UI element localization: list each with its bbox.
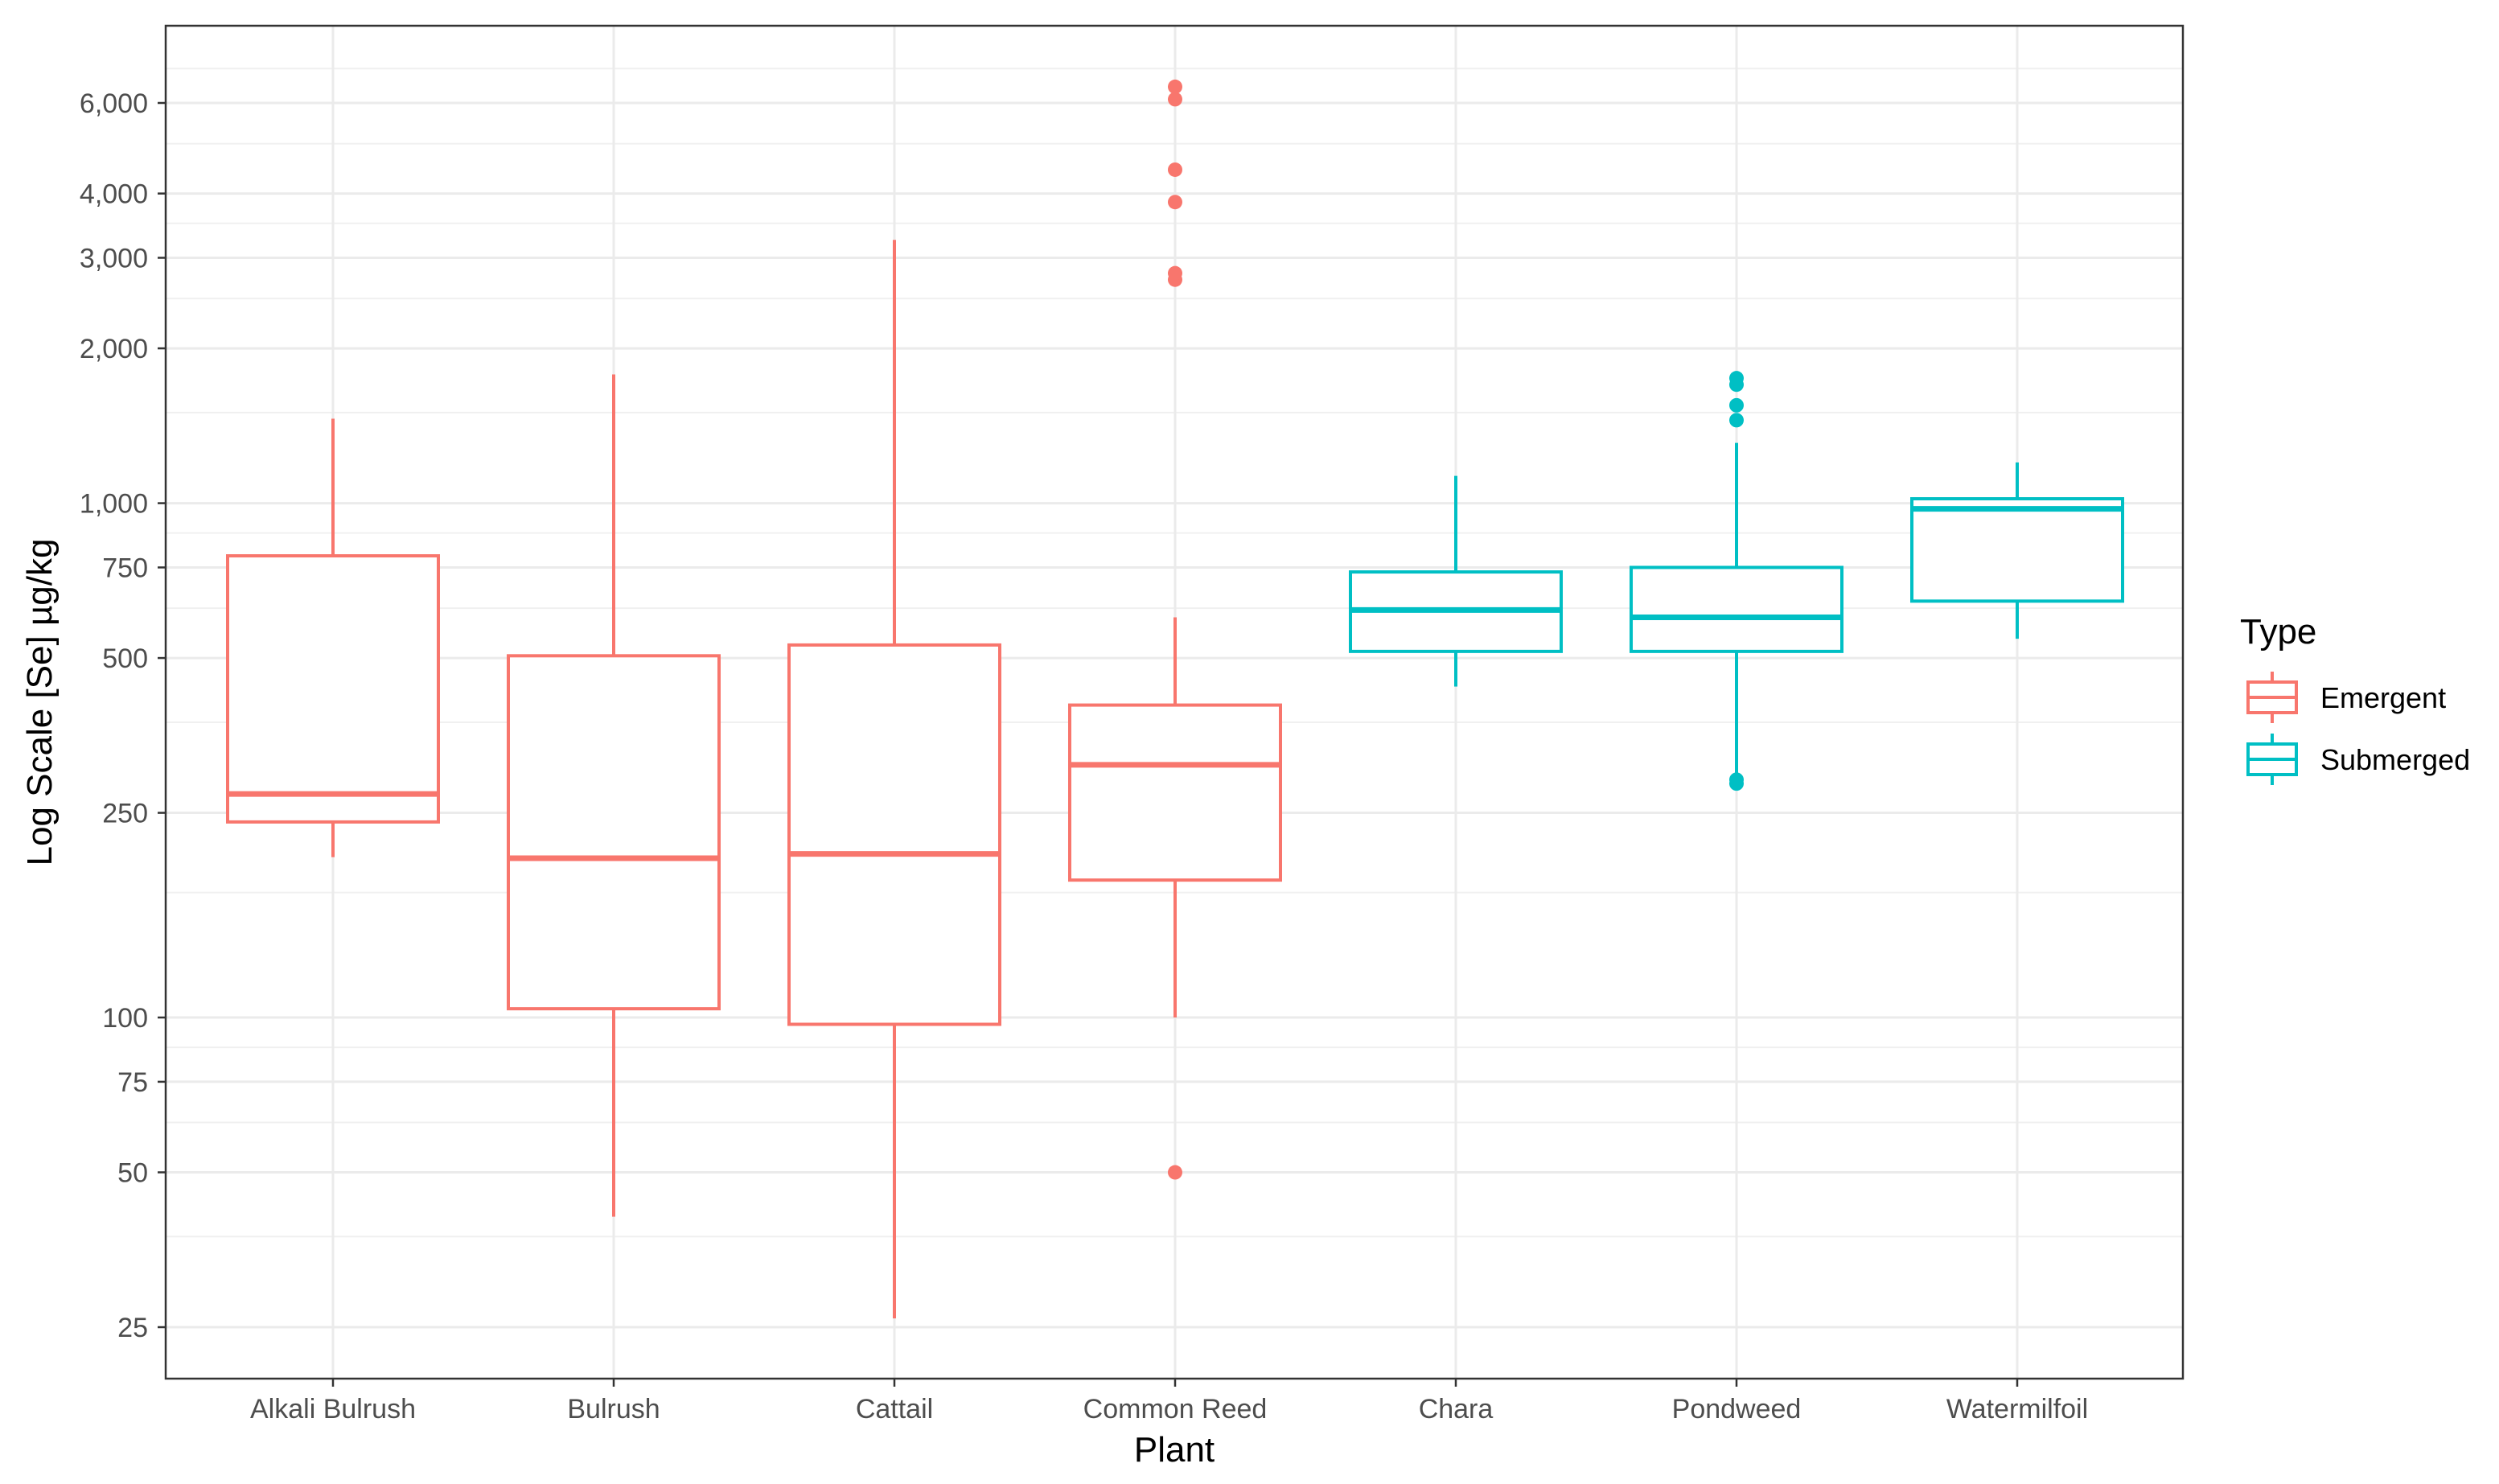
box-bulrush (507, 374, 721, 1217)
x-axis: Alkali Bulrush Bulrush Cattail Common Reed C… (250, 1379, 2088, 1424)
y-tick-label: 25 (117, 1313, 148, 1343)
outlier-point (1168, 162, 1182, 177)
legend-label: Emergent (2320, 681, 2446, 714)
legend-label: Submerged (2320, 743, 2470, 776)
y-axis-title: Log Scale [Se] µg/kg (20, 539, 60, 866)
iqr-box (787, 643, 1001, 1026)
x-tick-label: Pondweed (1672, 1394, 1802, 1424)
box-alkali-bulrush (226, 418, 440, 857)
iqr-box (226, 554, 440, 824)
outlier-point (1729, 413, 1744, 428)
x-tick-label: Cattail (856, 1394, 933, 1424)
x-tick-label: Common Reed (1083, 1394, 1268, 1424)
y-tick-label: 3,000 (80, 243, 148, 273)
iqr-box (507, 654, 721, 1011)
legend-key-submerged (2246, 734, 2298, 785)
x-tick-label: Watermilfoil (1946, 1394, 2088, 1424)
box-common-reed (1068, 79, 1282, 1180)
y-tick-label: 500 (102, 643, 148, 674)
y-axis: 25 50 75 100 250 500 750 1,000 2,000 3,000 4,000 6,… (80, 88, 166, 1343)
outlier-point (1168, 79, 1182, 94)
box-cattail (787, 240, 1001, 1319)
iqr-box (1068, 703, 1282, 882)
box-watermilfoil (1910, 462, 2124, 639)
box-chara (1349, 475, 1563, 687)
outlier-point (1168, 92, 1182, 107)
outlier-point (1729, 397, 1744, 413)
legend-title: Type (2240, 612, 2316, 652)
y-tick-label: 75 (117, 1067, 148, 1098)
iqr-box (1910, 497, 2124, 603)
x-tick-label: Alkali Bulrush (250, 1394, 416, 1424)
outlier-point (1168, 265, 1182, 281)
y-tick-label: 6,000 (80, 88, 148, 119)
x-tick-label: Bulrush (567, 1394, 660, 1424)
x-tick-label: Chara (1419, 1394, 1494, 1424)
iqr-box (1630, 565, 1843, 653)
y-tick-label: 750 (102, 553, 148, 583)
box-pondweed (1630, 371, 1843, 791)
legend-key-emergent (2246, 672, 2298, 723)
outlier-point (1168, 1165, 1182, 1180)
y-tick-label: 4,000 (80, 179, 148, 210)
y-tick-label: 250 (102, 799, 148, 829)
y-tick-label: 100 (102, 1003, 148, 1034)
box-series (226, 79, 2124, 1319)
legend: Type Emergent Submerged (2240, 612, 2470, 785)
outlier-point (1729, 371, 1744, 386)
y-tick-label: 50 (117, 1158, 148, 1189)
x-axis-title: Plant (1134, 1430, 1215, 1470)
y-tick-label: 1,000 (80, 489, 148, 520)
outlier-point (1729, 772, 1744, 787)
y-tick-label: 2,000 (80, 334, 148, 364)
outlier-point (1168, 195, 1182, 210)
